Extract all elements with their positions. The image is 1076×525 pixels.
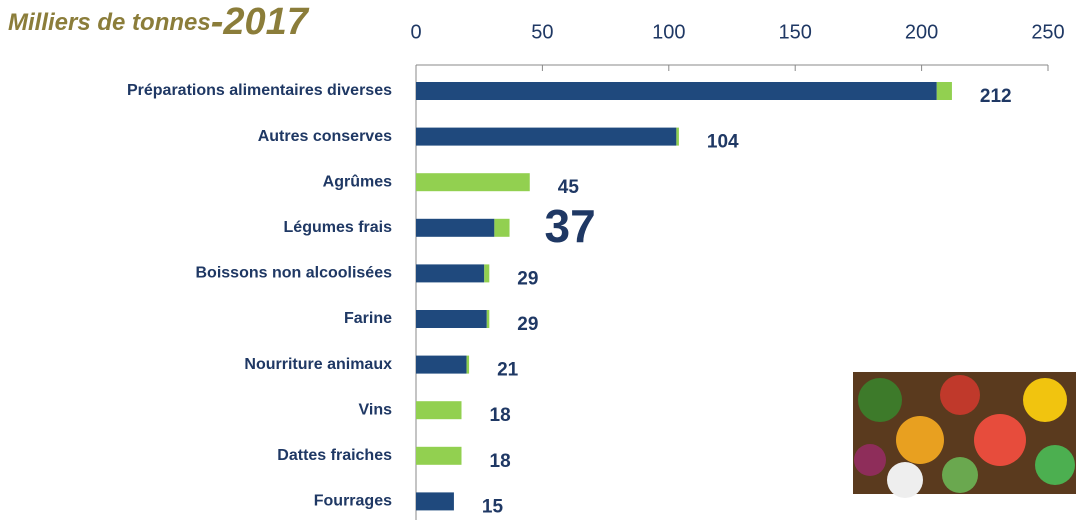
y-tick-label: Légumes frais — [284, 219, 393, 236]
bar — [416, 173, 530, 192]
bar — [416, 82, 937, 100]
bar — [416, 492, 454, 511]
photo — [853, 372, 1076, 498]
value-label: 21 — [497, 360, 519, 381]
bar — [416, 446, 462, 465]
photo-veg — [1023, 378, 1067, 422]
bar — [416, 310, 487, 328]
x-tick-label: 50 — [531, 21, 553, 43]
value-label: 29 — [517, 314, 538, 335]
x-tick-label: 0 — [410, 21, 421, 43]
value-label: 15 — [482, 496, 504, 517]
bar — [466, 355, 470, 374]
photo-veg — [858, 378, 902, 422]
bar — [416, 218, 495, 237]
bar — [494, 218, 510, 237]
bar — [416, 127, 677, 146]
x-tick-label: 250 — [1031, 21, 1064, 43]
photo-veg — [974, 414, 1026, 466]
chart-subtitle: -2017 — [211, 1, 310, 43]
bar — [416, 355, 467, 374]
photo-veg — [854, 444, 886, 476]
bar — [486, 310, 490, 328]
y-tick-label: Boissons non alcoolisées — [196, 265, 393, 282]
photo-veg — [942, 457, 978, 493]
value-label: 45 — [558, 177, 580, 198]
x-tick-label: 200 — [905, 21, 938, 43]
value-label: 18 — [490, 451, 511, 472]
value-label: 29 — [517, 268, 538, 289]
y-tick-label: Fourrages — [314, 493, 392, 510]
y-tick-label: Nourriture animaux — [244, 356, 392, 373]
bar — [676, 127, 679, 146]
value-label: 104 — [707, 132, 739, 153]
value-label: 18 — [490, 405, 511, 426]
y-tick-label: Vins — [359, 401, 393, 418]
bar — [416, 401, 462, 420]
y-tick-label: Dattes fraiches — [277, 447, 392, 464]
bar — [484, 264, 490, 283]
photo-veg — [896, 416, 944, 464]
value-label: 212 — [980, 86, 1012, 107]
photo-veg — [1035, 445, 1075, 485]
y-tick-label: Farine — [344, 310, 392, 327]
x-tick-label: 150 — [779, 21, 812, 43]
y-tick-label: Préparations alimentaires diverses — [127, 82, 392, 99]
y-tick-label: Agrûmes — [323, 173, 392, 190]
photo-veg — [940, 375, 980, 415]
bar — [416, 264, 485, 283]
value-label: 37 — [545, 200, 596, 252]
bar — [936, 82, 952, 100]
x-tick-label: 100 — [652, 21, 685, 43]
y-tick-label: Autres conserves — [258, 128, 392, 145]
chart-title: Milliers de tonnes — [8, 9, 211, 36]
chart-title-group: Milliers de tonnes-2017 — [8, 1, 310, 43]
photo-veg — [887, 462, 923, 498]
